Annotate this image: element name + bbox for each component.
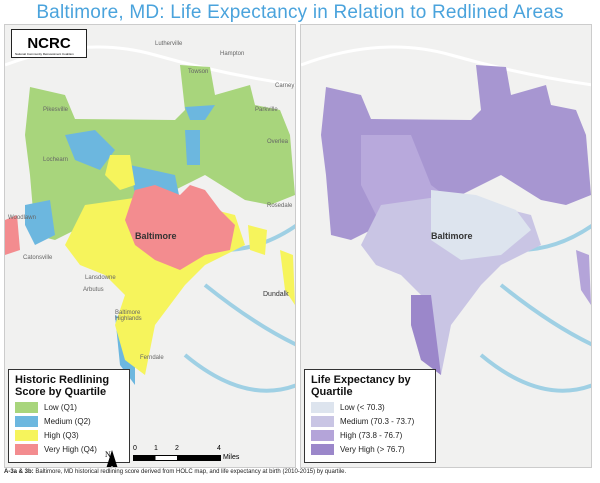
place-label: Lansdowne <box>85 275 116 281</box>
scale-tick: 2 <box>175 445 179 452</box>
city-label: Baltimore <box>135 231 177 241</box>
region-very-high <box>125 185 235 270</box>
place-label: Lochearn <box>43 157 69 163</box>
place-label: Towson <box>188 69 209 75</box>
legend-item: Very High (Q4) <box>15 444 123 455</box>
region-medium <box>185 105 215 120</box>
legend-swatch <box>15 444 38 455</box>
region-medium <box>185 130 200 165</box>
legend-swatch <box>15 430 38 441</box>
ncrc-logo: NCRC National Community Reinvestment Coal… <box>11 29 87 58</box>
life-expectancy-map-shapes <box>301 45 591 393</box>
scale-tick: 1 <box>154 445 158 452</box>
legend-item: Low (< 70.3) <box>311 402 429 413</box>
redlining-map[interactable]: NCRC National Community Reinvestment Coal… <box>4 24 296 468</box>
legend-label: Low (< 70.3) <box>340 403 385 412</box>
legend-swatch <box>311 402 334 413</box>
place-label: Woodlawn <box>8 215 36 221</box>
region-high <box>248 225 267 255</box>
legend-swatch <box>15 416 38 427</box>
north-label: N <box>105 450 111 459</box>
legend-item: High (73.8 - 76.7) <box>311 430 429 441</box>
legend-label: Low (Q1) <box>44 403 77 412</box>
region-high <box>105 155 135 190</box>
redlining-legend: Historic Redlining Score by Quartile Low… <box>8 369 130 463</box>
place-label: Catonsville <box>23 255 53 261</box>
region-medium <box>65 130 115 170</box>
legend-swatch <box>15 402 38 413</box>
region-low <box>25 65 295 240</box>
scale-tick: 0 <box>133 445 137 452</box>
logo-text: NCRC <box>27 35 71 52</box>
region-very-high <box>411 295 441 375</box>
legend-item: Medium (Q2) <box>15 416 123 427</box>
north-arrow: N <box>105 450 118 467</box>
place-label: Baltimore Highlands <box>115 310 142 322</box>
legend-swatch <box>311 444 334 455</box>
north-arrow-icon <box>106 450 118 467</box>
legend-label: High (Q3) <box>44 431 79 440</box>
region-medium <box>25 200 55 245</box>
legend-label: High (73.8 - 76.7) <box>340 431 403 440</box>
place-label: Pikesville <box>43 107 69 113</box>
legend-swatch <box>311 416 334 427</box>
legend-item: Very High (> 76.7) <box>311 444 429 455</box>
city-label: Baltimore <box>431 231 473 241</box>
legend-label: Medium (70.3 - 73.7) <box>340 417 415 426</box>
logo-subtitle: National Community Reinvestment Coalitio… <box>15 52 74 56</box>
legend-label: Medium (Q2) <box>44 417 91 426</box>
figure-caption: A-3a & 3b: Baltimore, MD historical redl… <box>4 469 346 475</box>
region-low <box>431 190 531 260</box>
legend-item: High (Q3) <box>15 430 123 441</box>
caption-label: A-3a & 3b: <box>4 469 34 475</box>
place-label-dundalk: Dundalk <box>263 291 289 298</box>
scale-tick: 4 <box>217 445 221 452</box>
life-expectancy-map[interactable]: Baltimore Life Expectancy by Quartile Lo… <box>300 24 592 468</box>
place-label: Arbutus <box>83 287 104 293</box>
life-expectancy-legend: Life Expectancy by Quartile Low (< 70.3)… <box>304 369 436 463</box>
place-label: Lutherville <box>155 41 183 47</box>
place-label: Rosedale <box>267 203 293 209</box>
place-label: Parkville <box>255 107 278 113</box>
place-label: Hampton <box>220 51 245 57</box>
scale-bar: 0 1 2 4 Miles <box>133 445 263 461</box>
scale-unit: Miles <box>223 454 240 461</box>
legend-item: Medium (70.3 - 73.7) <box>311 416 429 427</box>
region-high <box>280 250 295 305</box>
legend-title: Life Expectancy by Quartile <box>311 374 411 398</box>
region-high <box>576 250 591 305</box>
legend-label: Very High (> 76.7) <box>340 445 405 454</box>
region-very-high <box>5 215 20 255</box>
caption-text: Baltimore, MD historical redlining score… <box>33 469 347 475</box>
legend-swatch <box>311 430 334 441</box>
place-label: Carney <box>275 83 295 89</box>
place-label: Ferndale <box>140 355 164 361</box>
place-label: Overlea <box>267 139 289 145</box>
page-title: Baltimore, MD: Life Expectancy in Relati… <box>36 2 564 23</box>
legend-title: Historic Redlining Score by Quartile <box>15 374 110 398</box>
legend-item: Low (Q1) <box>15 402 123 413</box>
redlining-map-shapes <box>5 45 295 393</box>
legend-label: Very High (Q4) <box>44 445 97 454</box>
